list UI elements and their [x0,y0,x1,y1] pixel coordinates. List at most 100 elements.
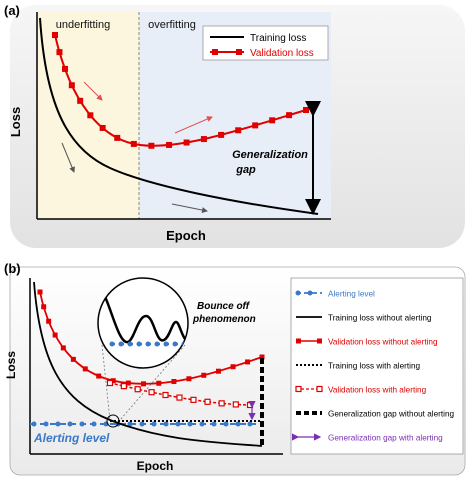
alert-marker [55,421,61,427]
validation-alert-marker [120,383,127,390]
validation-marker [286,112,293,119]
legend-item-val_no: Validation loss without alerting [296,338,438,347]
alert-marker [211,421,217,427]
validation-marker [125,380,131,386]
legend-item-train_yes: Training loss with alerting [296,362,421,371]
legend-item-alert: Alerting level [295,290,375,299]
validation-marker [37,289,43,295]
zoom-alert-marker [145,341,151,347]
validation-alert-marker [134,386,141,393]
validation-marker [70,356,76,362]
legend-label-val_no: Validation loss without alerting [328,338,438,347]
alert-marker [247,421,253,427]
overfitting-label: overfitting [148,19,196,31]
legend-label-gap_no: Generalization gap without alerting [328,410,455,419]
alert-marker [43,421,49,427]
underfitting-label: underfitting [56,19,110,31]
alert-marker [67,421,73,427]
zoom-alert-marker [172,341,178,347]
validation-marker [183,139,190,146]
generalization-gap-label-line1: Generalization [232,149,308,161]
panel-b-training-without-alerting [33,281,263,447]
validation-alert-marker [218,400,225,407]
validation-marker [252,122,259,129]
validation-marker [82,366,88,372]
validation-marker [77,97,84,104]
validation-marker [171,378,177,384]
validation-marker [156,380,162,386]
panel-b-ylabel: Loss [4,351,18,379]
alert-marker [199,421,205,427]
validation-marker [96,373,102,379]
validation-marker [259,354,265,360]
panel-b: (b) Loss Epoch Alerting level [4,261,466,476]
validation-marker [200,136,207,143]
panel-a-validation-curve [54,34,307,147]
validation-marker [114,134,121,141]
alert-marker [175,421,181,427]
legend-label-val_yes: Validation loss with alerting [328,386,427,395]
validation-marker [303,107,309,113]
validation-alert-marker [148,389,155,396]
validation-alert-marker [106,379,114,387]
legend-item-val_yes: Validation loss with alerting [295,386,427,395]
zoom-alert-marker [154,341,160,347]
panel-b-xlabel: Epoch [137,459,174,473]
legend-label-train_yes: Training loss with alerting [328,362,421,371]
zoom-source-circle [106,414,120,428]
validation-alert-marker [204,398,211,405]
panel-a-training-curve [39,17,319,215]
alert-marker [139,421,145,427]
zoom-alert-marker [163,341,169,347]
legend-label-gap_yes: Generalization gap with alerting [328,434,443,443]
validation-marker [56,49,63,56]
alert-marker [151,421,157,427]
validation-marker [60,345,66,351]
alert-marker [31,421,37,427]
trend-arrow-train-down [61,142,75,173]
panel-a-ylabel: Loss [8,107,23,137]
validation-alert-marker [246,401,254,409]
zoom-alert-marker [127,341,133,347]
validation-marker [41,304,47,310]
panel-a-tag: (a) [4,3,20,18]
validation-marker [52,332,58,338]
validation-marker [245,359,251,365]
panel-a: (a) underfitting overfitting Loss Epoch … [4,3,465,248]
panel-a-legend: Training loss Validation loss [202,25,329,61]
validation-marker [218,131,225,138]
bounce-curve [98,287,188,344]
validation-marker [148,142,155,149]
alerting-level-markers [31,421,253,427]
alert-marker [91,421,97,427]
trend-arrow-train-flat [171,203,208,213]
legend-item-gap_no: Generalization gap without alerting [296,410,455,419]
legend-label-train_no: Training loss without alerting [328,314,432,323]
legend-item-train_no: Training loss without alerting [296,314,432,323]
zoom-alert-marker [136,341,142,347]
alerting-level-label: Alerting level [33,431,110,445]
validation-marker [52,32,58,38]
validation-marker [46,318,52,324]
validation-marker [110,378,116,384]
alert-marker [223,421,229,427]
validation-marker [141,381,147,387]
bounce-off-label-line1: Bounce off [197,301,251,312]
trend-arrow-val-down [83,81,103,101]
alert-marker [79,421,85,427]
alert-marker [235,421,241,427]
validation-alert-marker [232,401,239,408]
legend-item-gap_yes: Generalization gap with alerting [292,433,443,443]
validation-marker [235,127,242,134]
validation-marker [215,368,221,374]
alert-marker [187,421,193,427]
validation-marker [87,112,94,119]
validation-marker [201,372,207,378]
panel-b-legend: Alerting level Training loss without aler… [290,277,464,455]
validation-marker [230,364,236,370]
legend-validation-loss: Validation loss [250,48,314,59]
validation-marker [62,65,69,72]
validation-marker [130,140,137,147]
validation-alert-marker [190,396,197,403]
